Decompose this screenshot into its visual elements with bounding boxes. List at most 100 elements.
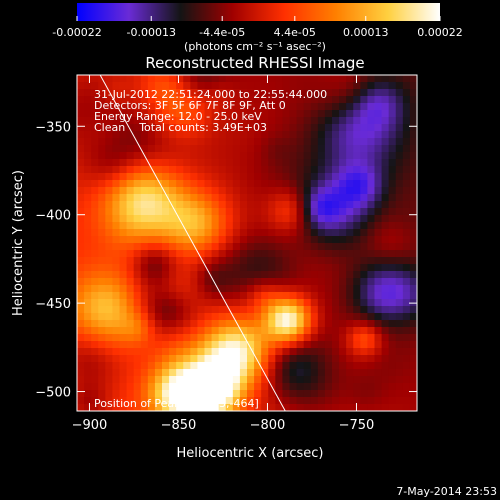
heatmap-cell (324, 362, 333, 370)
heatmap-cell (147, 215, 156, 223)
heatmap-cell (317, 292, 326, 300)
heatmap-cell (183, 292, 191, 300)
heatmap-cell (388, 110, 397, 118)
heatmap-cell (254, 341, 262, 349)
heatmap-cell (268, 180, 276, 188)
heatmap-cell (296, 306, 305, 314)
heatmap-cell (84, 208, 92, 216)
heatmap-cell (211, 173, 220, 181)
heatmap-cell (346, 306, 354, 314)
heatmap-cell (232, 327, 241, 335)
heatmap-cell (247, 75, 255, 83)
heatmap-cell (183, 306, 191, 314)
heatmap-cell (296, 236, 305, 244)
heatmap-cell (409, 208, 417, 216)
heatmap-cell (183, 250, 191, 258)
heatmap-cell (140, 229, 149, 237)
heatmap-cell (353, 292, 361, 300)
heatmap-cell (183, 264, 191, 272)
heatmap-cell (374, 166, 383, 174)
heatmap-cell (296, 348, 305, 356)
heatmap-cell (310, 271, 319, 279)
heatmap-cell (98, 271, 106, 279)
heatmap-cell (346, 397, 354, 405)
heatmap-cell (353, 117, 361, 125)
heatmap-cell (133, 376, 142, 384)
heatmap-cell (105, 138, 114, 146)
heatmap-cell (232, 313, 241, 321)
heatmap-cell (324, 124, 333, 132)
heatmap-cell (254, 313, 262, 321)
heatmap-cell (183, 110, 191, 118)
heatmap-cell (140, 138, 149, 146)
heatmap-cell (232, 306, 241, 314)
heatmap-cell (232, 362, 241, 370)
heatmap-cell (339, 159, 347, 167)
heatmap-cell (84, 257, 92, 265)
heatmap-cell (303, 369, 312, 377)
heatmap-cell (112, 243, 121, 251)
heatmap-cell (154, 390, 163, 398)
heatmap-cell (346, 383, 354, 391)
heatmap-cell (367, 229, 376, 237)
heatmap-cell (105, 243, 114, 251)
heatmap-cell (169, 355, 177, 363)
heatmap-cell (317, 264, 326, 272)
heatmap-cell (105, 180, 114, 188)
heatmap-cell (112, 257, 121, 265)
heatmap-cell (339, 348, 347, 356)
heatmap-cell (204, 159, 213, 167)
heatmap-cell (126, 103, 135, 111)
heatmap-cell (367, 334, 376, 342)
heatmap-cell (218, 187, 227, 195)
heatmap-cell (232, 278, 241, 286)
heatmap-cell (289, 208, 298, 216)
heatmap-cell (353, 327, 361, 335)
heatmap-cell (211, 313, 220, 321)
heatmap-cell (84, 327, 92, 335)
heatmap-cell (162, 138, 170, 146)
heatmap-cell (353, 278, 361, 286)
heatmap-cell (409, 320, 417, 328)
heatmap-cell (91, 138, 99, 146)
heatmap-cell (105, 292, 114, 300)
heatmap-cell (339, 257, 347, 265)
heatmap-cell (409, 180, 417, 188)
heatmap-cell (197, 355, 206, 363)
heatmap-cell (388, 243, 397, 251)
heatmap-cell (169, 320, 177, 328)
heatmap-cell (360, 362, 369, 370)
heatmap-cell (211, 208, 220, 216)
heatmap-cell (395, 138, 404, 146)
heatmap-cell (133, 180, 142, 188)
heatmap-cell (282, 145, 291, 153)
heatmap-cell (77, 89, 85, 97)
heatmap-cell (282, 355, 291, 363)
heatmap-cell (105, 285, 114, 293)
heatmap-cell (381, 236, 390, 244)
heatmap-cell (232, 348, 241, 356)
heatmap-cell (105, 124, 114, 132)
heatmap-cell (183, 89, 191, 97)
heatmap-cell (360, 110, 369, 118)
heatmap-cell (162, 355, 170, 363)
heatmap-cell (197, 180, 206, 188)
heatmap-cell (324, 89, 333, 97)
heatmap-cell (190, 194, 199, 202)
heatmap-cell (211, 292, 220, 300)
heatmap-cell (289, 278, 298, 286)
heatmap-cell (374, 82, 383, 90)
heatmap-cell (317, 369, 326, 377)
heatmap-cell (211, 264, 220, 272)
heatmap-cell (105, 201, 114, 209)
heatmap-cell (332, 180, 340, 188)
heatmap-cell (147, 159, 156, 167)
heatmap-cell (374, 201, 383, 209)
heatmap-cell (310, 124, 319, 132)
heatmap-cell (105, 75, 114, 83)
heatmap-cell (275, 222, 284, 230)
heatmap-cell (332, 229, 340, 237)
heatmap-cell (388, 327, 397, 335)
heatmap-cell (112, 173, 121, 181)
heatmap-cell (232, 243, 241, 251)
